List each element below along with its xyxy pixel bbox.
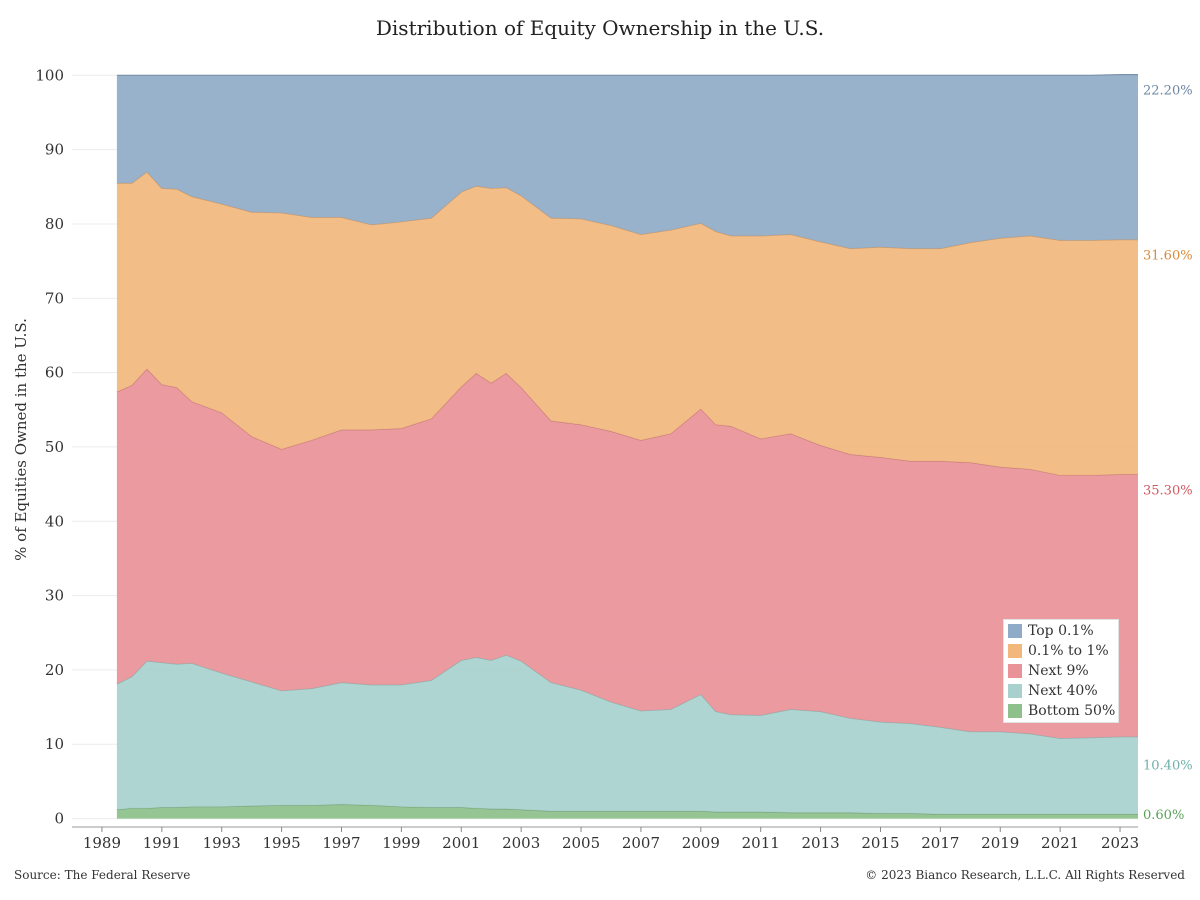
source-note: Source: The Federal Reserve [14, 868, 191, 882]
y-tick-label-100: 100 [35, 66, 64, 84]
legend-label-0-1-to-1: 0.1% to 1% [1028, 643, 1109, 659]
x-tick-label-2011: 2011 [742, 834, 780, 852]
legend-swatch-next-9 [1008, 664, 1022, 678]
x-tick-label-2017: 2017 [921, 834, 959, 852]
y-tick-label-40: 40 [45, 512, 64, 530]
area-top-0-1 [116, 74, 1138, 249]
legend-swatch-next-40 [1008, 684, 1022, 698]
y-tick-label-90: 90 [45, 141, 64, 159]
x-tick-label-2019: 2019 [981, 834, 1019, 852]
x-tick-label-1989: 1989 [83, 834, 121, 852]
legend-label-next-9: Next 9% [1028, 663, 1089, 679]
y-axis-title: % of Equities Owned in the U.S. [12, 318, 30, 561]
x-tick-label-2013: 2013 [802, 834, 840, 852]
line-top-0-1 [116, 74, 1138, 76]
x-tick-label-2009: 2009 [682, 834, 720, 852]
legend-item-bottom-50[interactable]: Bottom 50% [1005, 701, 1118, 721]
area-next-40 [116, 655, 1138, 815]
y-tick-label-70: 70 [45, 289, 64, 307]
x-tick-label-1993: 1993 [203, 834, 241, 852]
y-tick-label-10: 10 [45, 735, 64, 753]
y-tick-label-80: 80 [45, 215, 64, 233]
y-tick-label-20: 20 [45, 661, 64, 679]
end-label-next-9: 35.30% [1143, 483, 1193, 498]
copyright-note: © 2023 Bianco Research, L.L.C. All Right… [865, 868, 1185, 882]
x-tick-label-2005: 2005 [562, 834, 600, 852]
legend-label-bottom-50: Bottom 50% [1028, 703, 1116, 719]
y-tick-label-60: 60 [45, 364, 64, 382]
x-tick-label-1997: 1997 [322, 834, 360, 852]
x-tick-label-1999: 1999 [382, 834, 420, 852]
y-tick-label-0: 0 [54, 810, 64, 828]
x-tick-label-2023: 2023 [1101, 834, 1139, 852]
legend-swatch-top-0-1 [1008, 624, 1022, 638]
x-tick-label-1995: 1995 [263, 834, 301, 852]
legend-swatch-0-1-to-1 [1008, 644, 1022, 658]
chart-title: Distribution of Equity Ownership in the … [375, 16, 825, 40]
x-tick-label-2007: 2007 [622, 834, 660, 852]
end-label-top-0-1: 22.20% [1143, 83, 1193, 98]
legend-item-next-40[interactable]: Next 40% [1005, 681, 1118, 701]
end-label-next-40: 10.40% [1143, 758, 1193, 773]
x-tick-label-2015: 2015 [861, 834, 899, 852]
end-label-bottom-50: 0.60% [1143, 808, 1184, 823]
x-tick-label-2001: 2001 [442, 834, 480, 852]
legend-item-top-0-1[interactable]: Top 0.1% [1005, 621, 1118, 641]
end-label-0-1-to-1: 31.60% [1143, 248, 1193, 263]
legend-label-next-40: Next 40% [1028, 683, 1098, 699]
x-tick-label-2003: 2003 [502, 834, 540, 852]
legend-item-next-9[interactable]: Next 9% [1005, 661, 1118, 681]
legend-item-0-1-to-1[interactable]: 0.1% to 1% [1005, 641, 1118, 661]
x-tick-label-2021: 2021 [1041, 834, 1079, 852]
y-tick-label-30: 30 [45, 587, 64, 605]
area-next-9 [116, 368, 1138, 739]
legend-label-top-0-1: Top 0.1% [1028, 623, 1094, 639]
legend-swatch-bottom-50 [1008, 704, 1022, 718]
x-tick-label-1991: 1991 [143, 834, 181, 852]
chart-legend: Top 0.1% 0.1% to 1% Next 9% Next 40% Bot… [1003, 619, 1119, 723]
y-tick-label-50: 50 [45, 438, 64, 456]
area-0-1-to-1 [116, 171, 1138, 476]
